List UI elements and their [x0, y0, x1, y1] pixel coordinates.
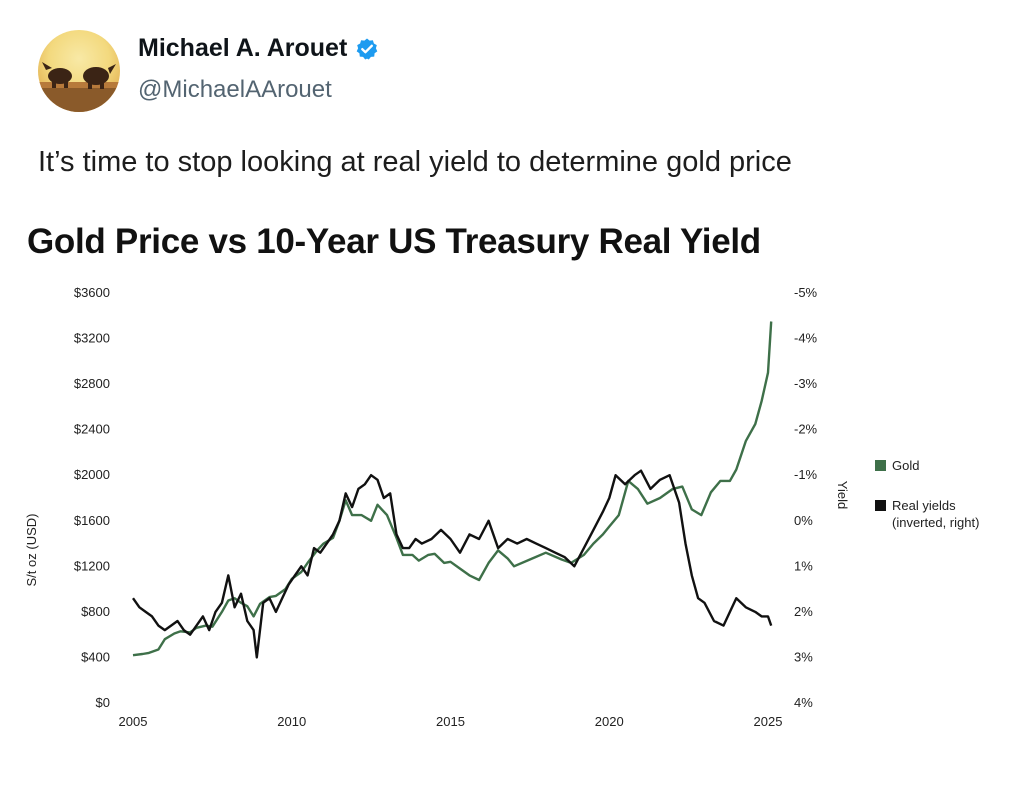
- x-tick-label: 2005: [119, 714, 148, 729]
- gold-price-line: [132, 321, 773, 657]
- left-axis-ticks: $0 $400 $800 $1200 $1600 $2000 $2400 $2800 $3200…: [74, 285, 110, 710]
- legend-swatch-real-yields: [875, 500, 886, 511]
- y-tick-label: $2000: [74, 467, 110, 482]
- legend-swatch-gold: [875, 460, 886, 471]
- y2-tick-label: -1%: [794, 467, 818, 482]
- right-axis-ticks: -5% -4% -3% -2% -1% 0% 1% 2% 3% 4%: [794, 285, 818, 710]
- series-layer: [132, 321, 773, 659]
- x-tick-label: 2025: [754, 714, 783, 729]
- y2-tick-label: 3%: [794, 649, 813, 664]
- y2-tick-label: -5%: [794, 285, 818, 300]
- y-tick-label: $2800: [74, 376, 110, 391]
- x-tick-label: 2020: [595, 714, 624, 729]
- display-name[interactable]: Michael A. Arouet: [138, 34, 348, 62]
- real-yield-line: [132, 469, 773, 659]
- name-row: Michael A. Arouet: [138, 34, 379, 63]
- y-tick-label: $1200: [74, 558, 110, 573]
- chart-title: Gold Price vs 10-Year US Treasury Real Y…: [27, 222, 761, 261]
- y2-tick-label: -4%: [794, 331, 818, 346]
- legend-label-real-yields: Real yields (inverted, right): [892, 498, 979, 530]
- y2-tick-label: 0%: [794, 513, 813, 528]
- y2-tick-label: 1%: [794, 558, 813, 573]
- verified-badge-icon: [355, 37, 379, 61]
- y2-tick-label: -3%: [794, 376, 818, 391]
- y-tick-label: $1600: [74, 513, 110, 528]
- y-tick-label: $3200: [74, 331, 110, 346]
- y-tick-label: $2400: [74, 422, 110, 437]
- tweet-header: Michael A. Arouet @MichaelAArouet: [38, 28, 938, 114]
- left-axis-label: S/t oz (USD): [24, 514, 39, 587]
- legend: Gold Real yields (inverted, right): [875, 458, 979, 530]
- avatar[interactable]: [38, 30, 120, 112]
- y2-tick-label: 4%: [794, 695, 813, 710]
- tweet-text: It’s time to stop looking at real yield …: [38, 146, 792, 178]
- gold-vs-real-yield-chart: $0 $400 $800 $1200 $1600 $2000 $2400 $2800 $3200…: [24, 285, 979, 729]
- y2-tick-label: 2%: [794, 604, 813, 619]
- x-axis-ticks: 2005 2010 2015 2020 2025: [119, 714, 783, 729]
- y-tick-label: $0: [96, 695, 110, 710]
- y-tick-label: $400: [81, 649, 110, 664]
- y2-tick-label: -2%: [794, 422, 818, 437]
- avatar-bull-bear-icon: [38, 62, 120, 112]
- user-handle[interactable]: @MichaelAArouet: [138, 76, 332, 103]
- y-tick-label: $800: [81, 604, 110, 619]
- y-tick-label: $3600: [74, 285, 110, 300]
- x-tick-label: 2015: [436, 714, 465, 729]
- right-axis-label: Yield: [835, 481, 850, 509]
- legend-label-gold: Gold: [892, 458, 919, 473]
- x-tick-label: 2010: [277, 714, 306, 729]
